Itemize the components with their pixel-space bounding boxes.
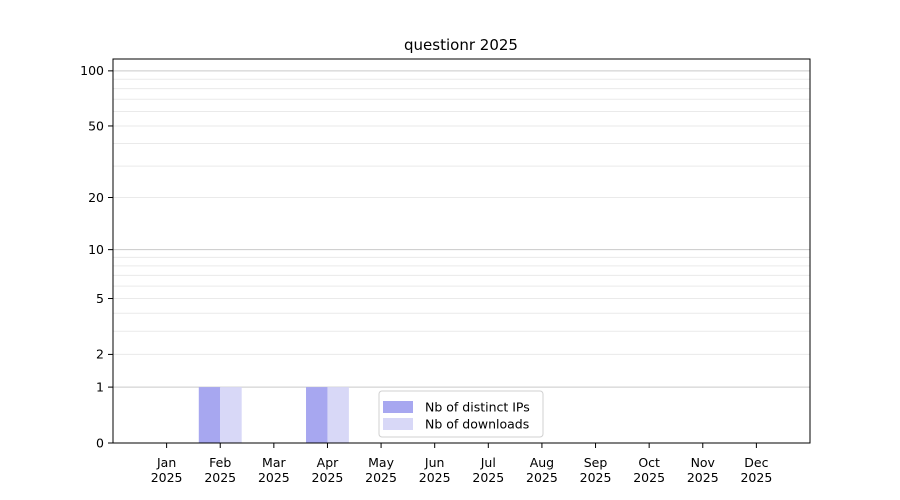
y-tick-label: 5 [96,291,104,306]
chart-title: questionr 2025 [404,36,518,54]
y-tick-label: 20 [88,190,104,205]
x-tick-label-month: Apr [317,455,339,470]
x-tick-label-year: 2025 [526,470,558,485]
x-tick-label-month: Jul [480,455,496,470]
x-tick-label-year: 2025 [312,470,344,485]
gridlines [113,70,810,388]
bar-feb-distinct-ips [198,387,221,443]
x-tick-label-year: 2025 [204,470,236,485]
legend-label-distinct-ips: Nb of distinct IPs [425,400,530,415]
x-tick-label-year: 2025 [740,470,772,485]
legend-swatch-distinct-ips [383,401,413,413]
x-tick-label-month: Jun [424,455,445,470]
y-axis: 0 1 2 5 10 20 50 100 [80,63,113,450]
plot-border [112,58,811,444]
x-tick-label-year: 2025 [419,470,451,485]
x-tick-label-month: Aug [530,455,554,470]
x-axis: Jan2025Feb2025Mar2025Apr2025May2025Jun20… [151,443,772,485]
x-tick-label-month: Oct [638,455,660,470]
x-tick-label-year: 2025 [687,470,719,485]
bars [198,387,349,443]
y-tick-label: 100 [80,63,104,78]
x-tick-label-year: 2025 [365,470,397,485]
x-tick-label-year: 2025 [633,470,665,485]
x-tick-label-month: Jan [156,455,176,470]
legend-label-downloads: Nb of downloads [425,417,529,432]
legend-box [378,390,544,438]
x-tick-label-month: May [368,455,394,470]
y-tick-label: 0 [96,435,104,450]
x-tick-label-year: 2025 [472,470,504,485]
x-tick-label-month: Sep [584,455,608,470]
x-tick-label-month: Feb [209,455,231,470]
y-tick-label: 2 [96,347,104,362]
x-tick-label-month: Nov [691,455,716,470]
x-tick-label-month: Mar [262,455,286,470]
chart-graphics: 0125102050100Jan2025Feb2025Mar2025Apr202… [80,58,811,485]
bar-apr-distinct-ips [306,387,328,443]
bar-apr-downloads [327,387,349,443]
y-tick-label: 1 [96,379,104,394]
legend: Nb of distinct IPs Nb of downloads [378,390,544,438]
x-tick-label-year: 2025 [580,470,612,485]
x-tick-label-year: 2025 [258,470,290,485]
y-tick-label: 10 [88,242,104,257]
x-tick-label-month: Dec [744,455,768,470]
legend-swatch-downloads [383,418,413,430]
x-tick-label-year: 2025 [151,470,183,485]
bar-feb-downloads [220,387,242,443]
y-tick-label: 50 [88,118,104,133]
